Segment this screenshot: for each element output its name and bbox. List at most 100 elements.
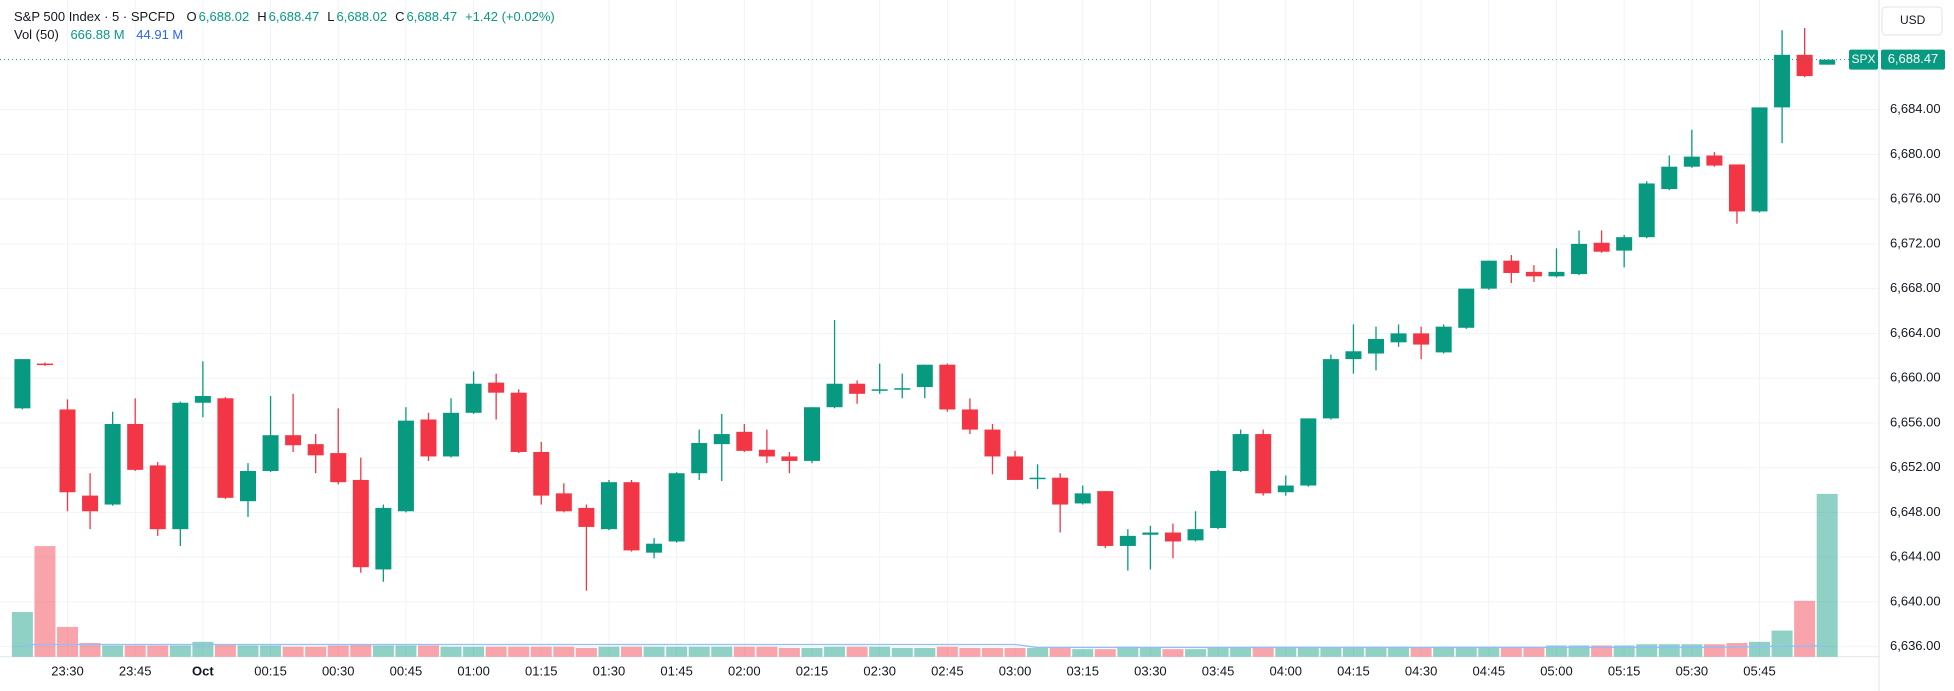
volume-ma-line <box>22 643 1828 649</box>
ohlc-key: O <box>186 9 197 24</box>
volume-bar <box>11 612 33 657</box>
candle-body <box>555 493 572 512</box>
candle-body <box>646 543 663 553</box>
volume-bar <box>57 626 79 657</box>
candle-body <box>127 424 144 470</box>
candle-body <box>420 419 437 457</box>
candle-body <box>59 409 76 493</box>
candle-body <box>262 435 279 471</box>
candle-body <box>375 507 392 570</box>
candle-body <box>1119 535 1136 546</box>
y-tick-label: 6,684.00 <box>1890 101 1941 116</box>
volume-bar <box>1049 647 1071 657</box>
volume-bar <box>1388 646 1410 657</box>
currency-button[interactable] <box>1881 6 1943 36</box>
y-tick-label: 6,636.00 <box>1890 638 1941 653</box>
volume-ma-value: 44.91 M <box>136 27 184 42</box>
x-tick-label: 05:30 <box>1676 663 1709 678</box>
volume-bar <box>192 641 214 657</box>
candle-body <box>510 392 527 452</box>
volume-bar <box>1275 646 1297 657</box>
candle-body <box>1390 333 1407 343</box>
volume-bar <box>1703 644 1725 657</box>
ohlc-value: 6,688.47 <box>268 9 320 24</box>
candle-body <box>104 424 121 505</box>
candle-body <box>1052 477 1069 505</box>
x-tick-label: 00:15 <box>254 663 287 678</box>
volume-bar <box>530 646 552 657</box>
volume-bar <box>1410 647 1432 657</box>
x-tick-label: 03:45 <box>1202 663 1235 678</box>
volume-bar <box>1545 645 1567 657</box>
x-tick-label: 02:30 <box>863 663 896 678</box>
volume-bar <box>463 646 485 657</box>
y-tick-label: 6,660.00 <box>1890 370 1941 385</box>
y-tick-label: 6,656.00 <box>1890 414 1941 429</box>
volume-bar <box>1004 647 1026 657</box>
candle-body <box>894 388 911 390</box>
candle-body <box>1345 351 1362 360</box>
volume-bar <box>1117 646 1139 657</box>
volume-bar <box>34 546 56 657</box>
candle-body <box>1458 288 1475 328</box>
candle-body <box>1638 183 1655 238</box>
candle-body <box>871 389 888 391</box>
volume-bar <box>1072 649 1094 657</box>
volume-bar <box>372 645 394 657</box>
volume-bar <box>1636 644 1658 657</box>
candle-body <box>149 465 166 530</box>
volume-bar <box>1027 647 1049 657</box>
candle-body <box>600 482 617 530</box>
volume-bar <box>1523 646 1545 657</box>
volume-bar <box>260 645 282 657</box>
candle-body <box>1232 434 1249 471</box>
candle-body <box>1503 260 1520 273</box>
symbol-tag-label: SPX <box>1851 52 1875 66</box>
candle-body <box>849 383 866 394</box>
x-tick-label: 03:00 <box>999 663 1032 678</box>
ohlc-row: S&P 500 Index · 5 · SPCFD O 6,688.02 H 6,68… <box>14 8 557 26</box>
y-tick-label: 6,652.00 <box>1890 459 1941 474</box>
candle-body <box>916 364 933 388</box>
candle-body <box>1029 477 1046 480</box>
volume-bar <box>711 646 733 657</box>
volume-bar <box>169 645 191 657</box>
volume-bar <box>643 646 665 657</box>
volume-bar <box>305 646 327 657</box>
candle-body <box>984 429 1001 457</box>
volume-bar <box>869 646 891 657</box>
volume-bar <box>327 645 349 657</box>
volume-bar <box>1185 649 1207 657</box>
ohlc-value: 6,688.02 <box>198 9 250 24</box>
symbol-title: S&P 500 Index · 5 · SPCFD <box>14 9 175 24</box>
y-tick-label: 6,640.00 <box>1890 593 1941 608</box>
candle-body <box>1210 470 1227 529</box>
volume-bar <box>801 647 823 657</box>
volume-bar <box>1726 643 1748 657</box>
volume-bar <box>102 645 124 657</box>
x-tick-label: 04:45 <box>1473 663 1506 678</box>
price-tag-label: 6,688.47 <box>1888 51 1939 66</box>
x-tick-label: 03:15 <box>1066 663 1099 678</box>
candle-body <box>285 435 302 446</box>
x-tick-label: 02:00 <box>728 663 761 678</box>
volume-value: 666.88 M <box>70 27 125 42</box>
volume-bar <box>1320 647 1342 657</box>
candle-body <box>1074 493 1091 504</box>
candle-body <box>1616 237 1633 251</box>
x-tick-label: 05:00 <box>1540 663 1573 678</box>
candle-body <box>1774 54 1791 108</box>
volume-bar <box>417 645 439 657</box>
volume-bar <box>914 647 936 657</box>
candle-body <box>1593 242 1610 252</box>
volume-bar <box>1771 630 1793 657</box>
volume-bar <box>1568 645 1590 657</box>
candle-body <box>1706 155 1723 166</box>
x-tick-label: 04:30 <box>1405 663 1438 678</box>
volume-bar <box>824 646 846 657</box>
x-tick-label: 01:45 <box>660 663 693 678</box>
volume-bar <box>1094 649 1116 657</box>
volume-bar <box>1749 641 1771 657</box>
candle-body <box>1097 491 1114 546</box>
legend: S&P 500 Index · 5 · SPCFD O 6,688.02 H 6,68… <box>14 8 557 44</box>
